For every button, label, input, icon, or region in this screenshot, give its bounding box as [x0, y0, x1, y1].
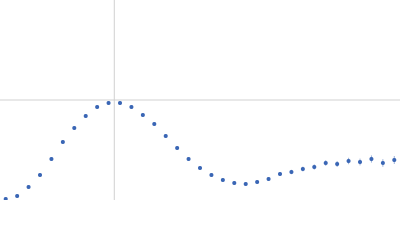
point	[255, 180, 260, 184]
point	[163, 134, 168, 138]
point	[369, 157, 374, 161]
point	[118, 101, 122, 105]
point	[392, 158, 397, 162]
point	[152, 122, 157, 126]
point	[175, 146, 180, 150]
point	[278, 172, 282, 176]
point	[26, 185, 31, 189]
point	[266, 177, 271, 181]
point	[38, 173, 42, 177]
point	[198, 166, 202, 170]
point	[129, 105, 134, 109]
point	[3, 197, 8, 200]
chart	[0, 0, 400, 200]
point	[289, 170, 294, 174]
point	[220, 178, 225, 182]
point	[323, 161, 328, 165]
point	[232, 181, 237, 185]
point	[49, 157, 54, 161]
point	[106, 101, 111, 105]
point	[140, 113, 145, 117]
point	[95, 105, 100, 109]
point	[380, 161, 385, 165]
point	[300, 167, 305, 171]
point	[243, 182, 248, 186]
point	[15, 194, 20, 198]
point	[209, 173, 214, 177]
point	[186, 157, 191, 161]
point	[346, 159, 351, 163]
point	[72, 126, 77, 130]
point	[60, 140, 65, 144]
point	[83, 114, 88, 118]
point	[335, 162, 340, 166]
point	[312, 165, 317, 169]
point	[358, 160, 362, 164]
